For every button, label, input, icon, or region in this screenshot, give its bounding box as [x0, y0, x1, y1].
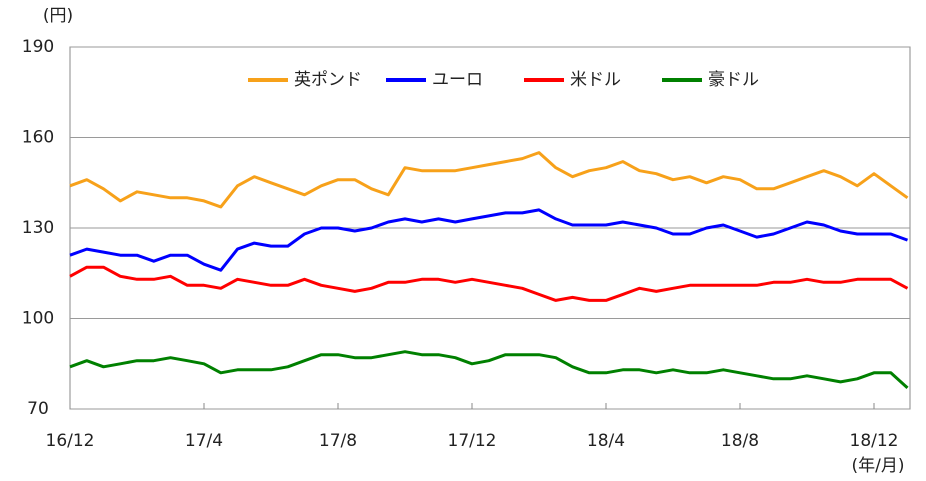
x-tick-label: 17/8 [319, 431, 357, 451]
legend-label: 米ドル [570, 70, 621, 90]
y-tick-label: 70 [27, 399, 49, 419]
legend-label: 豪ドル [708, 69, 759, 90]
x-tick-label: 18/8 [721, 431, 759, 451]
x-tick-label: 16/12 [46, 431, 95, 451]
series-line [69, 208, 909, 272]
y-axis-unit: (円) [43, 6, 73, 26]
y-tick-label: 190 [22, 37, 54, 57]
x-axis-unit: (年/月) [852, 456, 905, 476]
x-tick-label: 18/12 [850, 431, 899, 451]
series-line [69, 350, 909, 390]
series-line [69, 265, 909, 302]
y-tick-label: 160 [22, 128, 54, 148]
legend-label: 英ポンド [294, 70, 362, 90]
series-line [69, 151, 909, 209]
x-tick-label: 17/4 [185, 431, 223, 451]
y-tick-label: 100 [22, 309, 54, 329]
y-tick-label: 130 [22, 218, 54, 238]
x-tick-label: 17/12 [448, 431, 497, 451]
legend-label: ユーロ [432, 70, 483, 90]
x-tick-label: 18/4 [587, 431, 625, 451]
